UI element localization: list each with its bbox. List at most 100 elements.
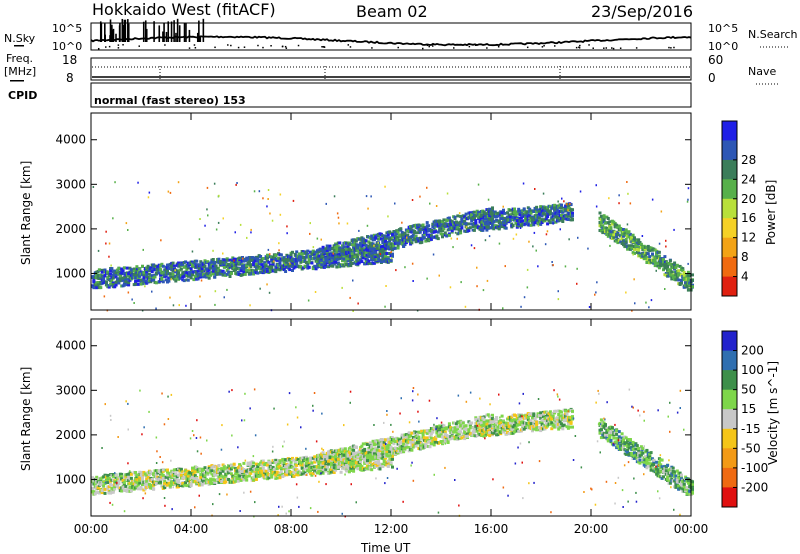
range-gate-cell [252, 272, 256, 276]
range-gate-cell [292, 257, 296, 261]
range-gate-cell [488, 207, 492, 211]
range-gate-cell [563, 200, 565, 203]
range-gate-cell [161, 468, 165, 472]
range-gate-cell [548, 212, 552, 216]
range-gate-cell [338, 241, 342, 245]
range-gate-cell [470, 214, 474, 218]
range-gate-cell [120, 477, 124, 481]
range-gate-cell [631, 309, 633, 312]
range-gate-cell [560, 206, 563, 210]
range-gate-cell [175, 475, 179, 479]
range-gate-cell [474, 221, 478, 225]
range-gate-cell [335, 258, 339, 261]
range-gate-cell [99, 483, 103, 487]
range-gate-cell [368, 460, 372, 464]
range-gate-cell [557, 215, 561, 219]
range-gate-cell [216, 477, 219, 481]
range-gate-cell [663, 266, 667, 270]
range-gate-cell [356, 255, 360, 259]
range-gate-cell [602, 214, 606, 218]
range-gate-cell [429, 237, 433, 241]
colorbar-block [722, 140, 737, 161]
range-gate-cell [609, 232, 613, 236]
range-gate-cell [214, 303, 216, 306]
range-gate-cell [535, 218, 539, 222]
range-gate-cell [421, 234, 425, 238]
range-gate-cell [402, 244, 406, 248]
range-gate-cell [335, 248, 339, 252]
range-gate-cell [349, 469, 353, 472]
nsky-ytick-bottom: 10^0 [52, 40, 82, 53]
range-gate-cell [628, 232, 630, 235]
range-gate-cell [476, 266, 478, 269]
range-gate-cell [200, 483, 204, 487]
range-gate-cell [547, 219, 551, 223]
range-gate-cell [212, 249, 214, 252]
range-gate-cell [217, 480, 221, 484]
velocity-data-cells [91, 387, 694, 518]
range-gate-cell [313, 460, 317, 464]
range-gate-cell [311, 267, 315, 271]
range-gate-cell [112, 217, 114, 220]
range-gate-cell [310, 461, 314, 465]
range-gate-cell [406, 236, 408, 239]
range-gate-cell [426, 277, 428, 280]
range-gate-cell [442, 227, 446, 231]
range-gate-cell [97, 249, 100, 252]
range-gate-cell [464, 212, 468, 216]
range-gate-cell [419, 195, 421, 198]
range-gate-cell [141, 477, 144, 481]
range-gate-cell [622, 228, 625, 231]
range-gate-cell [213, 275, 217, 279]
range-gate-cell [268, 461, 272, 465]
range-gate-cell [490, 223, 494, 227]
range-gate-cell [396, 230, 400, 234]
range-gate-cell [254, 268, 258, 272]
range-gate-cell [213, 261, 217, 265]
range-gate-cell [160, 239, 162, 242]
range-gate-cell [296, 458, 300, 462]
range-gate-cell [260, 263, 264, 267]
range-gate-cell [671, 274, 675, 278]
range-gate-cell [627, 244, 631, 248]
range-gate-cell [184, 473, 188, 476]
range-gate-cell [331, 260, 335, 264]
range-gate-cell [236, 479, 240, 483]
range-gate-cell [532, 209, 536, 213]
range-gate-cell [266, 256, 269, 260]
range-gate-cell [204, 478, 208, 482]
colorbar-block [722, 257, 737, 277]
range-gate-cell [218, 471, 222, 475]
range-gate-cell [213, 182, 216, 185]
range-gate-cell [514, 213, 518, 217]
range-gate-cell [186, 278, 190, 282]
range-gate-cell [100, 491, 104, 495]
range-gate-cell [378, 467, 382, 471]
range-gate-cell [172, 264, 176, 268]
range-gate-cell [396, 235, 400, 239]
range-gate-cell [601, 231, 605, 235]
range-gate-cell [360, 444, 364, 448]
range-gate-cell [411, 199, 414, 201]
range-gate-cell [320, 263, 324, 267]
range-gate-cell [222, 252, 224, 255]
range-gate-cell [543, 206, 547, 210]
range-gate-cell [260, 259, 264, 263]
range-gate-cell [460, 217, 464, 221]
range-gate-cell [141, 483, 144, 486]
range-gate-cell [477, 183, 480, 186]
range-gate-cell [406, 237, 410, 241]
range-gate-cell [354, 239, 358, 243]
range-gate-cell [447, 233, 451, 237]
range-gate-cell [160, 472, 164, 476]
range-gate-cell [335, 265, 339, 269]
range-gate-cell [560, 214, 563, 217]
range-gate-cell [526, 268, 529, 271]
range-gate-cell [553, 203, 557, 207]
range-gate-cell [473, 247, 476, 250]
range-gate-cell [142, 273, 146, 277]
range-gate-cell [441, 225, 444, 229]
range-gate-cell [152, 487, 156, 491]
range-gate-cell [124, 276, 128, 280]
